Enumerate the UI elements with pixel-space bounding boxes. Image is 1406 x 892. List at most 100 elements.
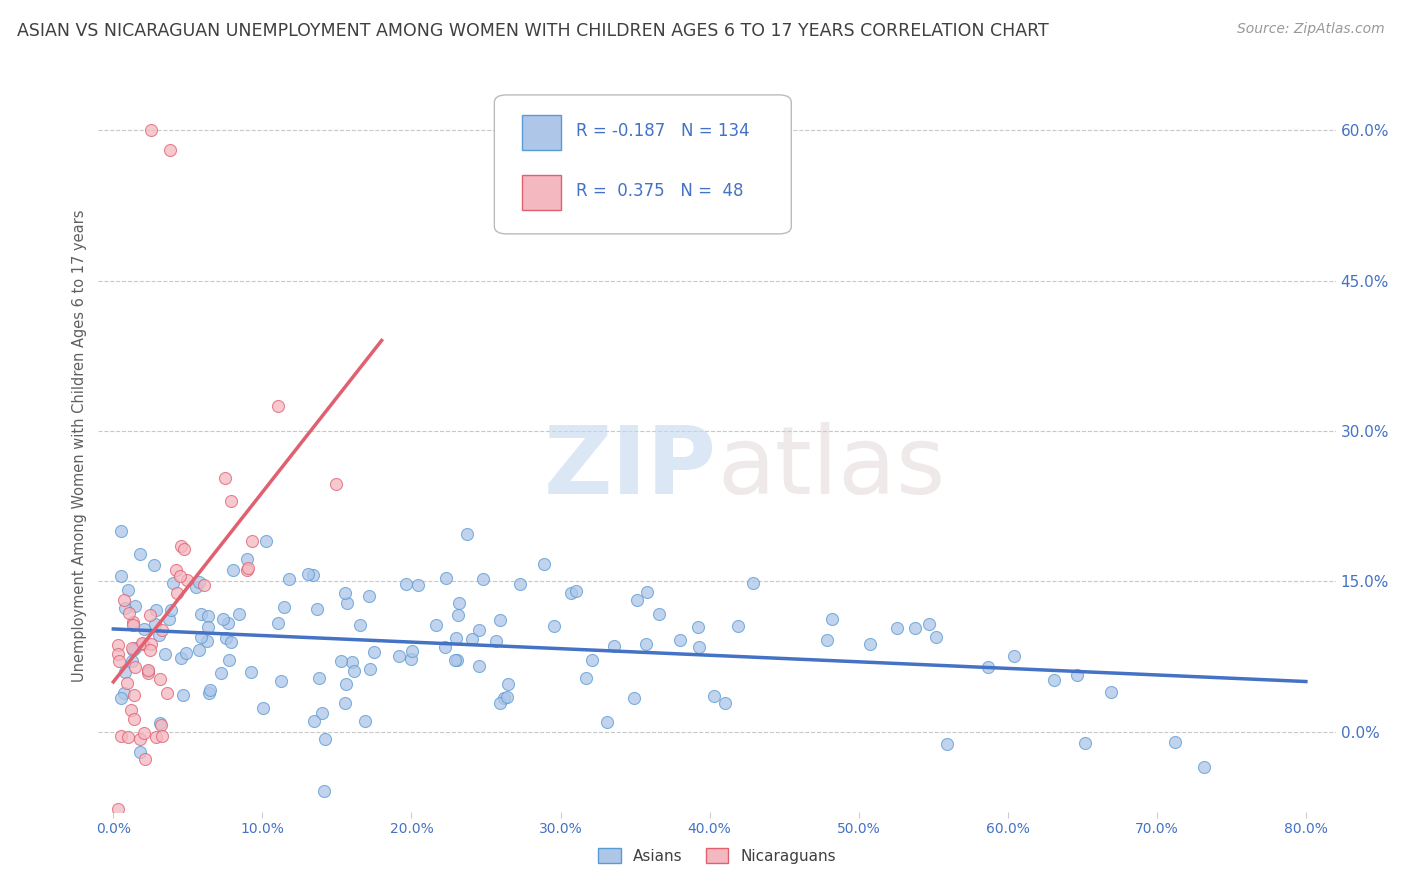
Point [124, 641, 146, 656]
Point [150, 729, 173, 743]
Point [215, 631, 238, 645]
Point [425, 618, 447, 632]
Point [195, 634, 218, 648]
Point [173, 542, 195, 557]
Point [240, 665, 263, 680]
FancyBboxPatch shape [522, 176, 561, 211]
Point [145, 603, 167, 617]
Point [122, 712, 145, 726]
Point [143, 558, 166, 572]
Point [461, 632, 484, 646]
Point [623, 691, 645, 706]
Text: ASIAN VS NICARAGUAN UNEMPLOYMENT AMONG WOMEN WITH CHILDREN AGES 6 TO 17 YEARS CO: ASIAN VS NICARAGUAN UNEMPLOYMENT AMONG W… [17, 22, 1049, 40]
Point [112, 593, 135, 607]
Point [107, 638, 129, 652]
Point [148, 628, 170, 642]
Point [727, 619, 749, 633]
Point [1043, 673, 1066, 687]
Point [121, 615, 143, 629]
Point [136, 665, 159, 680]
Point [471, 572, 494, 586]
Point [117, 582, 139, 597]
Point [110, 524, 132, 538]
Point [240, 534, 263, 549]
Point [252, 701, 274, 715]
Point [446, 608, 468, 623]
Point [136, 663, 159, 677]
Point [456, 527, 478, 541]
Point [815, 632, 838, 647]
Point [139, 123, 162, 137]
Point [886, 621, 908, 635]
Point [124, 599, 146, 614]
Point [188, 574, 211, 589]
Point [468, 624, 491, 638]
Point [114, 601, 136, 615]
Point [335, 677, 357, 691]
Point [363, 645, 385, 659]
Point [1002, 648, 1025, 663]
Point [333, 586, 356, 600]
Point [139, 637, 162, 651]
Point [190, 607, 212, 621]
Point [575, 671, 598, 685]
Point [444, 631, 467, 645]
FancyBboxPatch shape [522, 115, 561, 150]
Point [496, 690, 519, 705]
Point [1066, 668, 1088, 682]
Point [444, 653, 467, 667]
Point [533, 557, 555, 571]
Point [128, 745, 150, 759]
Point [122, 688, 145, 702]
Text: ZIP: ZIP [544, 422, 717, 514]
Point [110, 690, 132, 705]
Point [433, 640, 456, 655]
Point [124, 660, 146, 674]
Point [359, 662, 381, 676]
Point [565, 583, 588, 598]
Point [406, 578, 429, 592]
Text: R = -0.187   N = 134: R = -0.187 N = 134 [576, 122, 749, 140]
Text: R =  0.375   N =  48: R = 0.375 N = 48 [576, 183, 744, 201]
Point [217, 615, 239, 630]
Point [859, 637, 882, 651]
Point [325, 476, 347, 491]
Point [904, 621, 927, 635]
Point [485, 633, 508, 648]
Point [190, 630, 212, 644]
Point [134, 725, 156, 739]
Point [228, 607, 250, 622]
Point [821, 612, 844, 626]
Point [193, 577, 215, 591]
Point [235, 563, 257, 577]
Point [266, 399, 288, 413]
Point [115, 676, 138, 690]
Point [273, 600, 295, 615]
Point [134, 752, 156, 766]
Point [197, 620, 219, 634]
Point [343, 664, 366, 678]
Point [157, 612, 180, 626]
Point [648, 607, 671, 621]
Point [218, 653, 240, 667]
Point [187, 642, 209, 657]
Point [1073, 736, 1095, 750]
Point [166, 586, 188, 600]
Point [434, 571, 457, 585]
Point [492, 691, 515, 706]
Text: Source: ZipAtlas.com: Source: ZipAtlas.com [1237, 22, 1385, 37]
Point [1099, 685, 1122, 699]
Point [254, 534, 277, 549]
Point [107, 802, 129, 816]
Point [302, 714, 325, 729]
Point [340, 656, 363, 670]
Point [354, 714, 377, 728]
Point [162, 575, 184, 590]
Point [349, 618, 371, 632]
Point [401, 652, 423, 666]
Point [314, 732, 336, 747]
Point [468, 659, 491, 673]
Point [401, 643, 423, 657]
Point [114, 665, 136, 679]
Point [270, 673, 292, 688]
